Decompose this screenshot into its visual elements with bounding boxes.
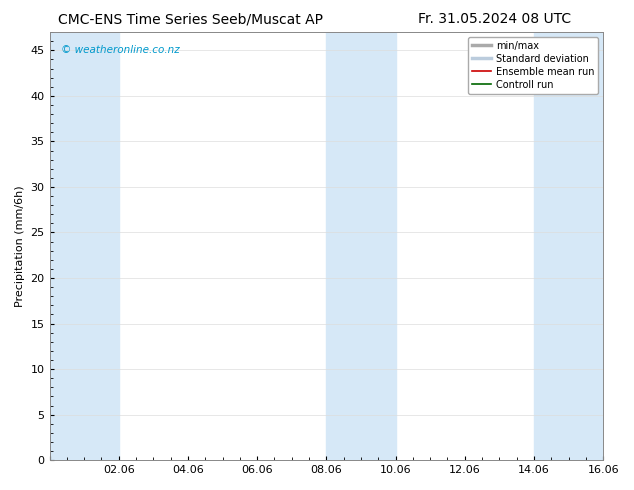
Bar	[49, 32, 119, 460]
Legend: min/max, Standard deviation, Ensemble mean run, Controll run: min/max, Standard deviation, Ensemble me…	[468, 37, 598, 94]
Text: © weatheronline.co.nz: © weatheronline.co.nz	[61, 45, 179, 55]
Text: Fr. 31.05.2024 08 UTC: Fr. 31.05.2024 08 UTC	[418, 12, 571, 26]
Text: CMC-ENS Time Series Seeb/Muscat AP: CMC-ENS Time Series Seeb/Muscat AP	[58, 12, 323, 26]
Bar	[327, 32, 396, 460]
Y-axis label: Precipitation (mm/6h): Precipitation (mm/6h)	[15, 185, 25, 307]
Bar	[534, 32, 603, 460]
